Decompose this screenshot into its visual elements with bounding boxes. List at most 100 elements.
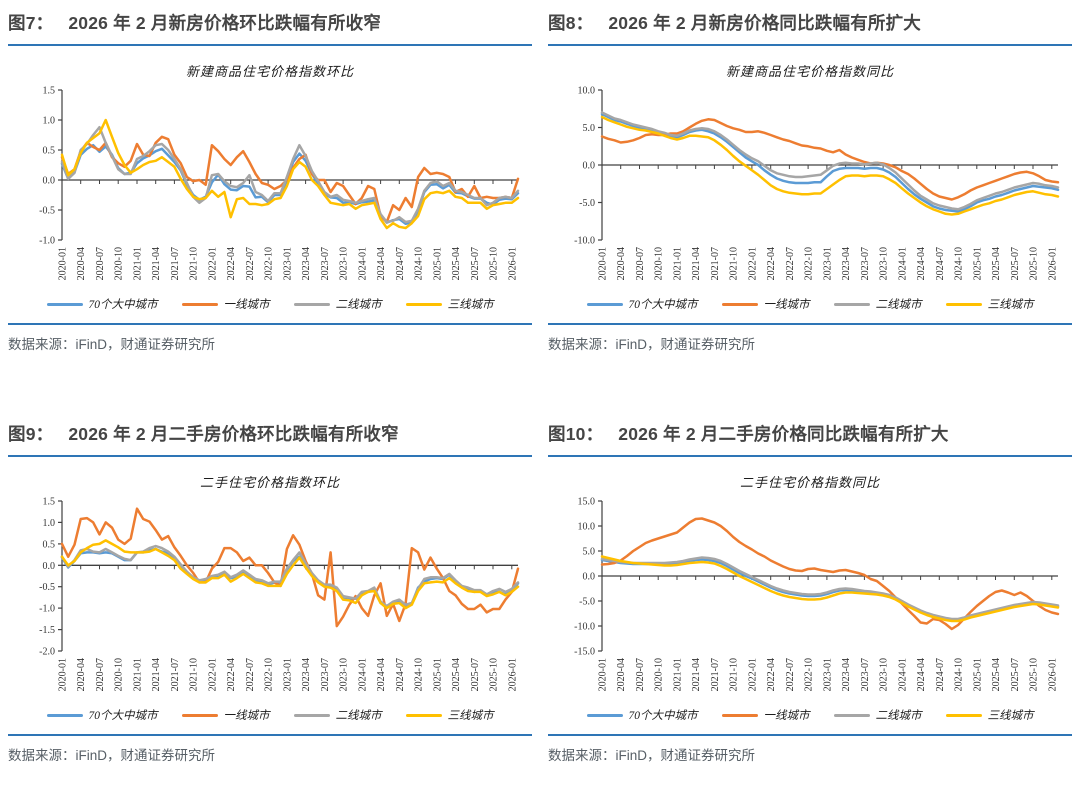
legend-item: 一线城市 xyxy=(721,296,810,312)
svg-text:2020-10: 2020-10 xyxy=(114,247,125,280)
svg-text:2020-04: 2020-04 xyxy=(616,247,627,280)
svg-text:10.0: 10.0 xyxy=(578,522,596,533)
svg-text:2023-01: 2023-01 xyxy=(822,247,833,280)
svg-text:2025-01: 2025-01 xyxy=(972,658,983,691)
svg-text:2024-04: 2024-04 xyxy=(916,247,927,280)
svg-text:2022-01: 2022-01 xyxy=(747,247,758,280)
svg-text:2025-04: 2025-04 xyxy=(991,247,1002,280)
svg-text:2020-07: 2020-07 xyxy=(95,247,106,280)
svg-text:1.0: 1.0 xyxy=(43,518,56,529)
svg-text:10.0: 10.0 xyxy=(578,86,596,97)
svg-text:2022-10: 2022-10 xyxy=(264,658,275,691)
figure-7-caption: 图7： 2026 年 2 月新房价格环比跌幅有所收窄 xyxy=(8,6,532,46)
legend-line-swatch xyxy=(586,302,623,306)
svg-text:-2.0: -2.0 xyxy=(39,647,55,658)
svg-text:2021-10: 2021-10 xyxy=(189,247,200,280)
legend-line-swatch xyxy=(833,302,870,306)
svg-text:0.0: 0.0 xyxy=(43,176,56,187)
svg-text:2024-07: 2024-07 xyxy=(395,658,406,691)
svg-text:2021-07: 2021-07 xyxy=(710,247,721,280)
legend-label: 三线城市 xyxy=(987,299,1034,311)
svg-text:2024-07: 2024-07 xyxy=(935,247,946,280)
svg-text:2020-04: 2020-04 xyxy=(76,247,87,280)
svg-text:2026-01: 2026-01 xyxy=(1047,247,1058,280)
svg-text:2023-10: 2023-10 xyxy=(879,658,890,691)
legend-label: 一线城市 xyxy=(763,299,810,311)
figure-9-divider-rule xyxy=(8,734,532,736)
svg-text:2023-10: 2023-10 xyxy=(339,247,350,280)
legend-label: 一线城市 xyxy=(763,710,810,722)
figure-9-chart-title: 二手住宅价格指数环比 xyxy=(199,475,340,490)
svg-text:2021-10: 2021-10 xyxy=(729,658,740,691)
svg-text:2022-04: 2022-04 xyxy=(226,247,237,280)
svg-text:2021-04: 2021-04 xyxy=(151,658,162,691)
svg-text:2025-04: 2025-04 xyxy=(451,658,462,691)
svg-text:2020-04: 2020-04 xyxy=(76,658,87,691)
figure-8-source-note: 数据来源：iFinD，财通证券研究所 xyxy=(548,337,756,352)
figure-10-caption: 图10： 2026 年 2 月二手房价格同比跌幅有所扩大 xyxy=(548,417,1072,457)
svg-text:-10.0: -10.0 xyxy=(574,622,595,633)
svg-text:2025-01: 2025-01 xyxy=(432,247,443,280)
svg-text:2024-07: 2024-07 xyxy=(395,247,406,280)
legend-item: 三线城市 xyxy=(405,296,494,312)
svg-text:2022-04: 2022-04 xyxy=(766,658,777,691)
svg-text:2021-01: 2021-01 xyxy=(673,658,684,691)
svg-text:-1.5: -1.5 xyxy=(39,625,55,636)
svg-text:0.0: 0.0 xyxy=(583,161,596,172)
legend-line-swatch xyxy=(405,302,442,306)
figure-10-chart-area: 15.0 10.0 5.0 0.0 -5.0 -10.0 -15.0 2020-01 2020-… xyxy=(548,493,1072,707)
legend-item: 三线城市 xyxy=(405,707,494,723)
figure-8-panel: 图8： 2026 年 2 月新房价格同比跌幅有所扩大 新建商品住宅价格指数同比 1… xyxy=(548,6,1072,353)
svg-text:-5.0: -5.0 xyxy=(579,198,595,209)
figure-8-chart-title: 新建商品住宅价格指数同比 xyxy=(725,64,894,79)
svg-text:2023-04: 2023-04 xyxy=(841,247,852,280)
svg-text:2025-01: 2025-01 xyxy=(432,658,443,691)
svg-text:0.5: 0.5 xyxy=(43,146,56,157)
svg-text:2024-01: 2024-01 xyxy=(897,658,908,691)
svg-text:2022-07: 2022-07 xyxy=(785,658,796,691)
svg-text:2025-07: 2025-07 xyxy=(470,658,481,691)
svg-text:2025-10: 2025-10 xyxy=(489,247,500,280)
svg-text:2022-10: 2022-10 xyxy=(804,247,815,280)
svg-text:0.5: 0.5 xyxy=(43,539,56,550)
figure-9-source-note: 数据来源：iFinD，财通证券研究所 xyxy=(8,748,216,763)
legend-line-swatch xyxy=(833,713,870,717)
figure-10-source-note: 数据来源：iFinD，财通证券研究所 xyxy=(548,748,756,763)
svg-text:2024-10: 2024-10 xyxy=(954,658,965,691)
legend-line-swatch xyxy=(945,302,982,306)
figure-8-caption: 图8： 2026 年 2 月新房价格同比跌幅有所扩大 xyxy=(548,6,1072,46)
svg-text:2022-01: 2022-01 xyxy=(207,658,218,691)
svg-text:2021-07: 2021-07 xyxy=(170,247,181,280)
svg-text:2023-01: 2023-01 xyxy=(822,658,833,691)
svg-text:2021-07: 2021-07 xyxy=(170,658,181,691)
figure-8-divider-rule xyxy=(548,323,1072,325)
legend-item: 二线城市 xyxy=(833,296,922,312)
legend-label: 三线城市 xyxy=(447,710,494,722)
svg-text:2024-10: 2024-10 xyxy=(414,247,425,280)
svg-text:2025-01: 2025-01 xyxy=(972,247,983,280)
svg-text:2022-07: 2022-07 xyxy=(245,658,256,691)
svg-text:2022-07: 2022-07 xyxy=(245,247,256,280)
svg-text:-0.5: -0.5 xyxy=(39,582,55,593)
svg-text:15.0: 15.0 xyxy=(578,497,596,508)
svg-text:2020-07: 2020-07 xyxy=(635,247,646,280)
legend-label: 70个大中城市 xyxy=(88,710,158,722)
figure-10-number: 图10： xyxy=(548,424,604,444)
svg-text:2022-04: 2022-04 xyxy=(226,658,237,691)
svg-text:2022-10: 2022-10 xyxy=(804,658,815,691)
legend-line-swatch xyxy=(46,302,83,306)
figure-7-chart-area: 1.5 1.0 0.5 0.0 -0.5 -1.0 2020-01 2020-04 2020-0… xyxy=(8,82,532,296)
svg-text:2023-01: 2023-01 xyxy=(282,658,293,691)
legend-item: 70个大中城市 xyxy=(46,707,158,723)
svg-text:2024-10: 2024-10 xyxy=(954,247,965,280)
svg-text:2026-01: 2026-01 xyxy=(1047,658,1058,691)
figure-8-legend: 70个大中城市 一线城市 二线城市 三线城市 xyxy=(548,296,1072,312)
svg-text:1.5: 1.5 xyxy=(43,497,56,508)
svg-text:-0.5: -0.5 xyxy=(39,206,55,217)
svg-text:2023-07: 2023-07 xyxy=(860,658,871,691)
figure-10-chart-title: 二手住宅价格指数同比 xyxy=(739,475,880,490)
svg-text:2024-04: 2024-04 xyxy=(376,247,387,280)
figure-8-chart-area: 10.0 5.0 0.0 -5.0 -10.0 2020-01 2020-04 2020-07… xyxy=(548,82,1072,296)
svg-text:2023-01: 2023-01 xyxy=(282,247,293,280)
